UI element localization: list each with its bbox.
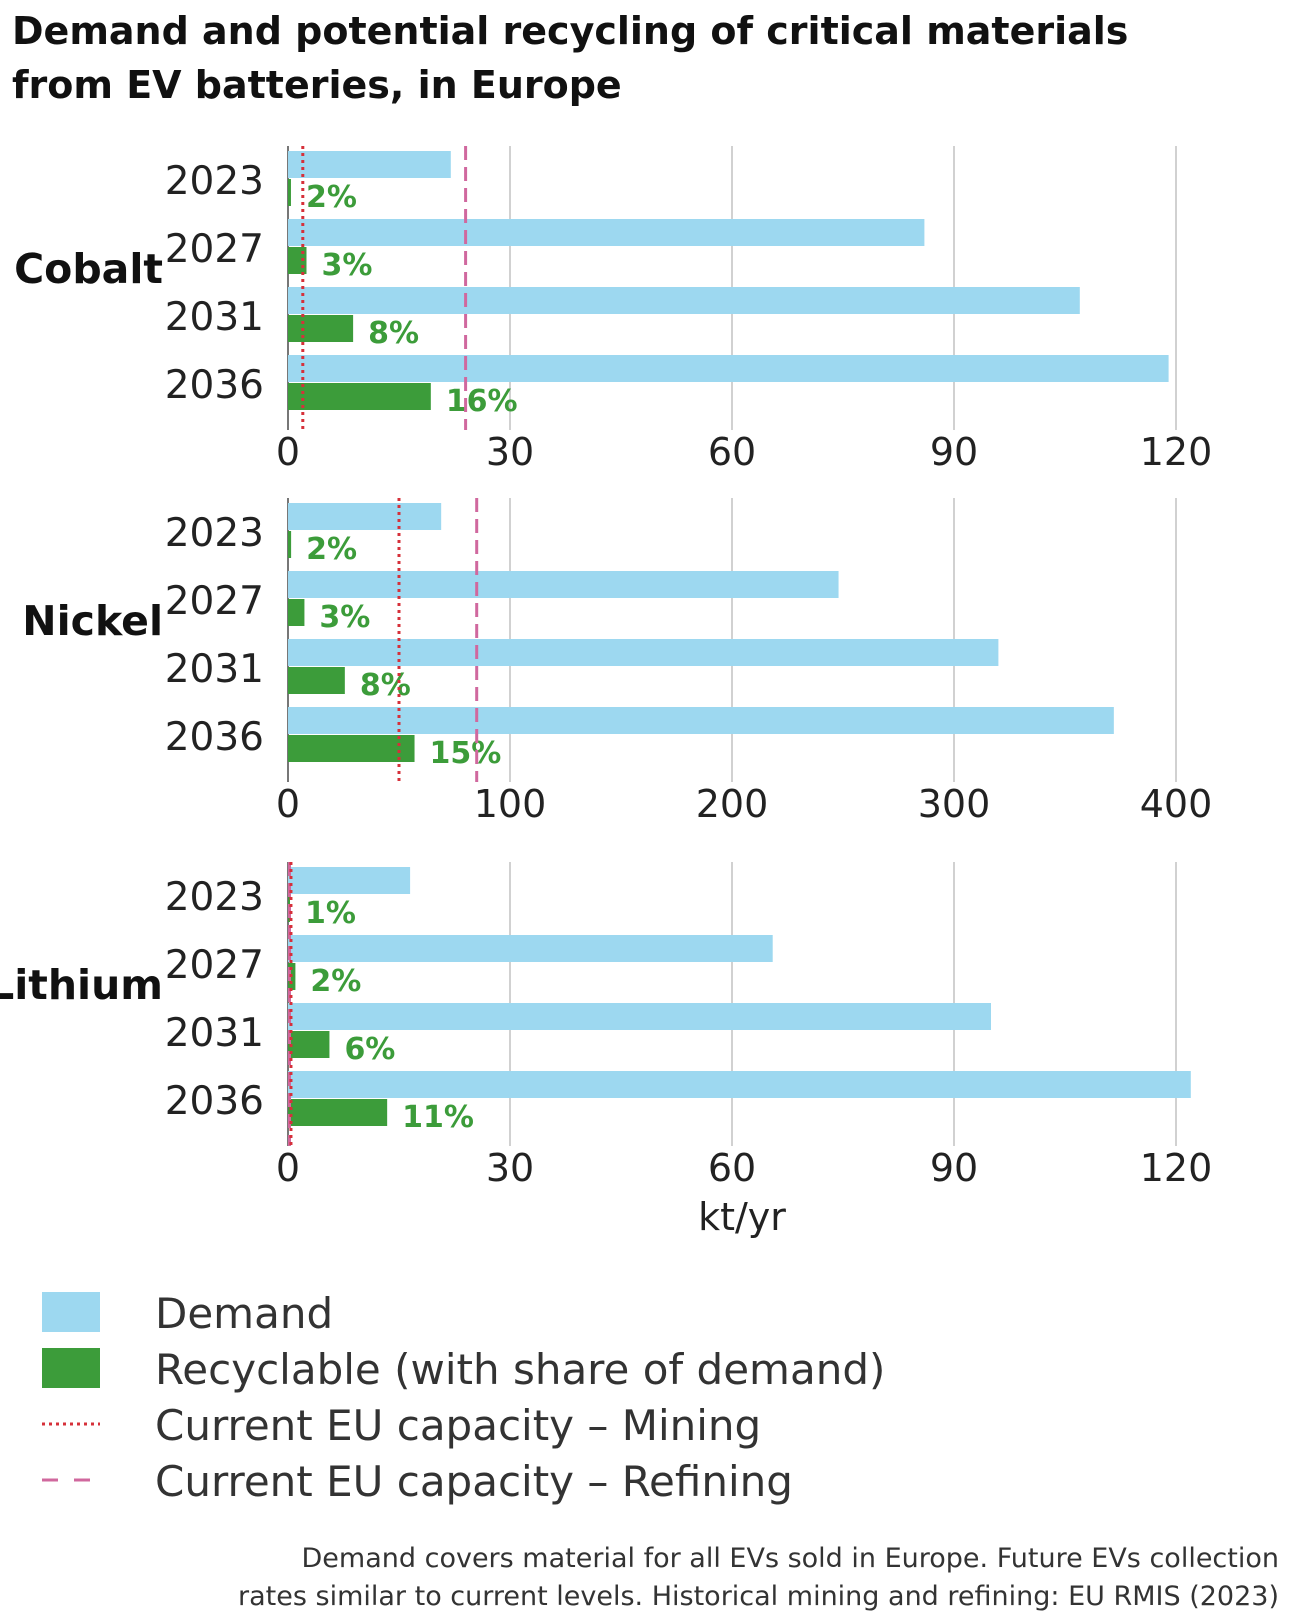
nickel-demand-bar-2031 [288,639,999,666]
lithium-year-label-2036: 2036 [165,1079,264,1124]
legend-label-recyclable: Recyclable (with share of demand) [155,1345,886,1394]
lithium-demand-bar-2027 [288,935,773,962]
cobalt-year-label-2036: 2036 [165,363,264,408]
lithium-share-label-2023: 1% [305,896,356,931]
lithium-recyclable-bar-2036 [288,1099,388,1126]
lithium-demand-bar-2023 [288,867,411,894]
lithium-demand-bar-2031 [288,1003,991,1030]
nickel-share-label-2027: 3% [319,600,370,635]
chart-title-line-1: Demand and potential recycling of critic… [12,9,1129,53]
legend-swatch-demand [42,1292,100,1332]
lithium-recyclable-bar-2031 [288,1031,330,1058]
legend-line-refining [42,1478,100,1482]
nickel-recyclable-bar-2036 [288,735,415,762]
legend-swatch-recyclable [42,1348,100,1388]
lithium-tick-label-30: 30 [486,1146,534,1190]
lithium-year-label-2031: 2031 [165,1011,264,1056]
lithium-year-label-2023: 2023 [165,875,264,920]
cobalt-tick-label-120: 120 [1140,430,1213,474]
lithium-x-axis-label: kt/yr [698,1195,786,1239]
cobalt-share-label-2036: 16% [446,384,518,419]
cobalt-share-label-2027: 3% [322,248,373,283]
lithium-tick-label-120: 120 [1140,1146,1213,1190]
footnote: Demand covers material for all EVs sold … [238,1540,1279,1616]
nickel-tick-label-400: 400 [1140,782,1213,826]
legend-label-demand: Demand [155,1289,334,1338]
footnote-line-2: rates similar to current levels. Histori… [238,1581,1279,1612]
nickel-recyclable-bar-2027 [288,599,305,626]
footnote-line-1: Demand covers material for all EVs sold … [301,1543,1279,1574]
lithium-share-label-2031: 6% [344,1032,395,1067]
lithium-share-label-2036: 11% [402,1100,474,1135]
cobalt-tick-label-30: 30 [486,430,534,474]
lithium-tick-label-90: 90 [930,1146,978,1190]
nickel-tick-label-0: 0 [276,782,300,826]
cobalt-year-label-2023: 2023 [165,159,264,204]
chart-title-line-2: from EV batteries, in Europe [12,63,622,107]
nickel-recyclable-bar-2023 [288,531,292,558]
cobalt-demand-bar-2023 [288,151,451,178]
nickel-recyclable-bar-2031 [288,667,345,694]
lithium-material-label: Lithium [0,961,163,1009]
legend-line-mining [42,1422,100,1426]
cobalt-year-label-2027: 2027 [165,227,264,272]
cobalt-tick-label-60: 60 [708,430,756,474]
nickel-year-label-2036: 2036 [165,715,264,760]
legend-label-refining: Current EU capacity – Refining [155,1457,793,1506]
lithium-year-label-2027: 2027 [165,943,264,988]
nickel-demand-bar-2027 [288,571,839,598]
nickel-share-label-2023: 2% [306,532,357,567]
cobalt-recyclable-bar-2031 [288,315,354,342]
cobalt-tick-label-90: 90 [930,430,978,474]
nickel-demand-bar-2023 [288,503,442,530]
lithium-share-label-2027: 2% [310,964,361,999]
nickel-year-label-2027: 2027 [165,579,264,624]
nickel-demand-bar-2036 [288,707,1114,734]
lithium-demand-bar-2036 [288,1071,1191,1098]
nickel-tick-label-200: 200 [696,782,769,826]
cobalt-demand-bar-2031 [288,287,1080,314]
lithium-tick-label-60: 60 [708,1146,756,1190]
nickel-share-label-2036: 15% [430,736,502,771]
lithium-tick-label-0: 0 [276,1146,300,1190]
cobalt-share-label-2031: 8% [368,316,419,351]
nickel-year-label-2031: 2031 [165,647,264,692]
nickel-material-label: Nickel [22,597,163,645]
cobalt-recyclable-bar-2023 [288,179,291,206]
cobalt-year-label-2031: 2031 [165,295,264,340]
cobalt-demand-bar-2027 [288,219,925,246]
cobalt-demand-bar-2036 [288,355,1169,382]
nickel-tick-label-100: 100 [474,782,547,826]
nickel-tick-label-300: 300 [918,782,991,826]
legend-label-mining: Current EU capacity – Mining [155,1401,762,1450]
cobalt-tick-label-0: 0 [276,430,300,474]
cobalt-recyclable-bar-2036 [288,383,431,410]
nickel-year-label-2023: 2023 [165,511,264,556]
nickel-share-label-2031: 8% [360,668,411,703]
chart-title: Demand and potential recycling of critic… [12,4,1272,112]
cobalt-material-label: Cobalt [14,245,163,293]
cobalt-share-label-2023: 2% [306,180,357,215]
